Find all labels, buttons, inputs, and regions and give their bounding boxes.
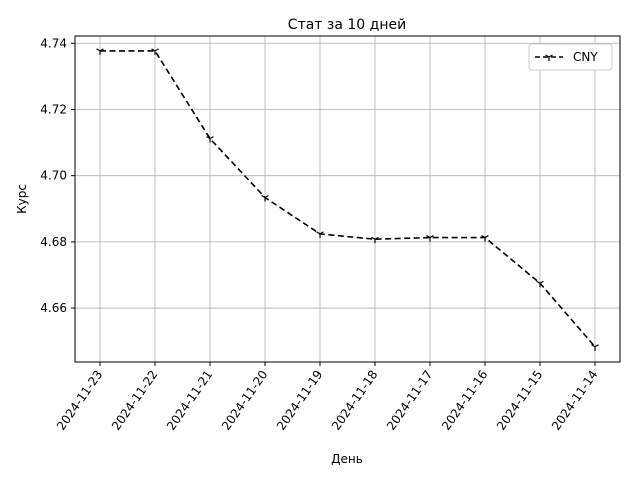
data-point-marker (371, 236, 379, 244)
y-axis: 4.66 4.68 4.70 4.72 4.74 (40, 36, 75, 315)
data-point-marker (316, 231, 324, 238)
legend-label-cny: CNY (573, 50, 598, 64)
y-tick-label: 4.68 (40, 235, 67, 249)
data-point-marker (591, 344, 599, 351)
data-point-marker (96, 48, 104, 55)
y-tick-label: 4.70 (40, 169, 67, 183)
chart-title: Стат за 10 дней (288, 17, 406, 33)
legend-box (528, 43, 613, 71)
y-tick-label: 4.66 (40, 301, 67, 315)
data-point-marker (261, 194, 269, 202)
plot-area (74, 35, 621, 363)
series-layer (96, 48, 599, 351)
y-tick-label: 4.74 (40, 36, 67, 50)
x-axis-label: День (331, 452, 363, 466)
legend-marker (545, 54, 553, 61)
series-line-cny (100, 50, 596, 348)
data-point-marker (536, 280, 544, 288)
data-point-marker (151, 48, 159, 55)
legend: CNY (528, 43, 613, 71)
data-point-marker (206, 136, 214, 143)
grid (75, 36, 620, 362)
data-point-marker (426, 235, 434, 242)
y-tick-label: 4.72 (40, 102, 67, 116)
y-axis-label: Курс (15, 184, 29, 214)
data-point-marker (481, 235, 489, 242)
legend-marker-shape (545, 54, 553, 61)
